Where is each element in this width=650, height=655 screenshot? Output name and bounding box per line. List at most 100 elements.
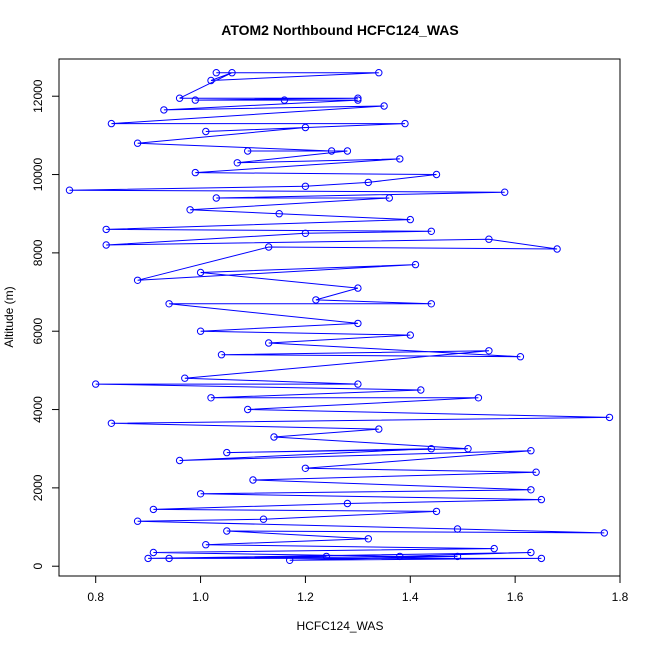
data-point bbox=[175, 94, 184, 102]
data-point bbox=[196, 490, 205, 498]
data-point bbox=[133, 517, 142, 525]
data-point bbox=[406, 331, 414, 339]
data-point bbox=[354, 94, 362, 102]
data-point bbox=[102, 225, 110, 234]
data-point bbox=[453, 525, 462, 533]
x-axis: 0.8 1.0 1.2 1.4 1.6 1.8 bbox=[87, 575, 629, 604]
data-point bbox=[212, 194, 221, 202]
y-tick-label: 8000 bbox=[31, 239, 45, 266]
data-point bbox=[490, 544, 498, 553]
data-point bbox=[244, 405, 252, 414]
data-point bbox=[92, 380, 100, 388]
data-point bbox=[427, 300, 435, 308]
data-point bbox=[207, 76, 215, 85]
y-tick-label: 4000 bbox=[31, 396, 45, 423]
data-point bbox=[186, 206, 194, 214]
series-line bbox=[69, 72, 610, 561]
data-point bbox=[107, 419, 116, 427]
data-point bbox=[196, 268, 205, 277]
data-point bbox=[301, 123, 310, 132]
data-point bbox=[228, 69, 236, 77]
data-point bbox=[301, 229, 310, 238]
data-point bbox=[354, 380, 362, 388]
data-point bbox=[380, 102, 388, 110]
data-point bbox=[354, 96, 362, 104]
data-point bbox=[537, 554, 546, 563]
data-point bbox=[501, 188, 509, 196]
data-point bbox=[605, 413, 614, 422]
data-point bbox=[133, 276, 142, 284]
data-point bbox=[165, 300, 173, 308]
data-point bbox=[375, 425, 383, 433]
data-point bbox=[354, 284, 362, 292]
data-point bbox=[249, 476, 257, 484]
data-point bbox=[259, 515, 268, 523]
data-point bbox=[485, 235, 493, 243]
data-point bbox=[432, 507, 441, 516]
y-tick-label: 2000 bbox=[31, 474, 45, 501]
data-point bbox=[322, 552, 331, 561]
y-axis-label: Altitude (m) bbox=[2, 286, 16, 347]
data-point bbox=[327, 147, 336, 155]
data-point bbox=[537, 495, 546, 504]
data-point bbox=[427, 445, 435, 453]
series-layer bbox=[65, 69, 614, 564]
data-point bbox=[107, 119, 116, 128]
data-point bbox=[532, 468, 540, 476]
data-point bbox=[474, 394, 483, 402]
data-point bbox=[396, 552, 404, 561]
data-point bbox=[144, 554, 152, 563]
y-tick-label: 6000 bbox=[31, 318, 45, 345]
data-point bbox=[181, 374, 189, 382]
data-point bbox=[354, 319, 362, 328]
y-tick-label: 10000 bbox=[31, 158, 45, 192]
x-tick-label: 0.8 bbox=[87, 590, 104, 604]
data-point bbox=[217, 351, 226, 359]
data-point bbox=[600, 529, 608, 537]
data-point bbox=[223, 527, 231, 535]
data-point bbox=[65, 186, 74, 194]
data-point bbox=[553, 245, 561, 253]
data-point bbox=[191, 168, 200, 177]
x-tick-label: 1.4 bbox=[402, 590, 419, 604]
data-point bbox=[275, 210, 283, 218]
data-point bbox=[149, 505, 158, 514]
chart-title: ATOM2 Northbound HCFC124_WAS bbox=[221, 22, 459, 38]
data-point bbox=[175, 456, 184, 465]
x-tick-label: 1.6 bbox=[507, 590, 524, 604]
y-tick-label: 0 bbox=[31, 563, 45, 570]
data-point bbox=[432, 170, 441, 179]
data-point bbox=[312, 296, 320, 304]
data-point bbox=[485, 347, 493, 355]
data-point bbox=[265, 243, 273, 251]
data-point bbox=[401, 119, 409, 128]
data-point bbox=[191, 96, 200, 104]
data-point bbox=[406, 215, 414, 224]
data-point bbox=[223, 448, 231, 457]
data-point bbox=[301, 464, 310, 472]
data-point bbox=[411, 260, 420, 269]
data-point bbox=[102, 241, 110, 249]
data-point bbox=[527, 447, 535, 455]
data-point bbox=[133, 139, 142, 147]
data-point bbox=[301, 182, 310, 191]
data-point bbox=[280, 96, 289, 104]
data-point bbox=[453, 552, 462, 561]
data-point bbox=[149, 548, 158, 557]
data-point bbox=[270, 433, 278, 441]
data-point bbox=[385, 194, 393, 202]
data-point bbox=[343, 499, 352, 508]
data-point bbox=[427, 227, 435, 236]
data-point bbox=[464, 445, 472, 453]
plot-frame bbox=[58, 58, 621, 577]
x-tick-label: 1.2 bbox=[297, 590, 314, 604]
x-tick-label: 1.0 bbox=[192, 590, 209, 604]
data-point bbox=[212, 69, 221, 77]
data-point bbox=[160, 106, 168, 114]
data-point bbox=[165, 554, 173, 563]
data-point bbox=[244, 147, 252, 155]
data-point bbox=[364, 178, 372, 187]
x-axis-label: HCFC124_WAS bbox=[297, 619, 384, 633]
data-point bbox=[417, 386, 425, 394]
